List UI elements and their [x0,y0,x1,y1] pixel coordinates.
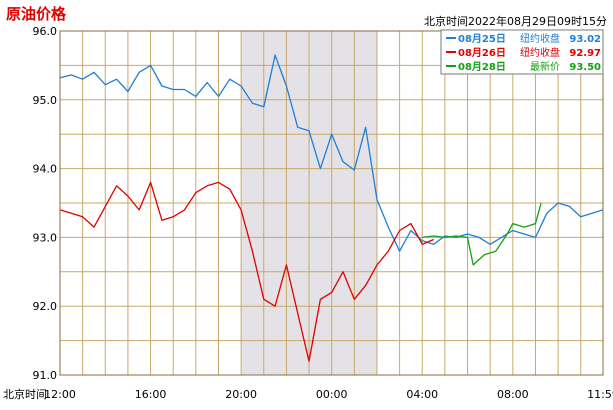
x-tick-label: 11:59 [587,388,613,401]
legend-series-value: 93.50 [569,62,601,73]
legend-series-label: 纽约收盘 [520,46,560,59]
series-layer [59,54,604,362]
axis-layer: 96.0 95.0 94.0 93.0 92.0 91.0 12:00 16:00 20:00 0… [33,25,613,401]
x-tick-label: 16:00 [135,388,167,401]
series-line-1 [59,54,604,252]
x-tick-label: 12:00 [44,388,76,401]
series-line-2 [59,181,434,362]
x-axis-label: 北京时间 [3,387,47,401]
legend-series-label: 最新价 [530,60,560,73]
series-line-3 [422,202,542,266]
x-tick-label: 20:00 [225,388,257,401]
legend-series-value: 92.97 [569,48,601,59]
y-tick-label: 91.0 [33,369,58,382]
chart-title: 原油价格 [6,5,67,23]
legend-series-name: 08月28日 [458,61,506,73]
legend-series-name: 08月26日 [458,47,506,59]
x-tick-label: 00:00 [316,388,348,401]
chart-timestamp: 北京时间2022年08月29日09时15分 [424,14,607,28]
legend-series-value: 93.02 [569,34,601,45]
y-tick-label: 95.0 [33,94,58,107]
legend-box [440,29,604,75]
y-tick-label: 93.0 [33,231,58,244]
plot-frame [59,30,604,376]
y-tick-label: 96.0 [33,25,58,38]
legend-series-label: 纽约收盘 [520,32,560,45]
x-tick-label: 04:00 [406,388,438,401]
legend-series-name: 08月25日 [458,33,506,45]
x-tick-label: 08:00 [497,388,529,401]
y-tick-label: 92.0 [33,300,58,313]
y-tick-label: 94.0 [33,163,58,176]
